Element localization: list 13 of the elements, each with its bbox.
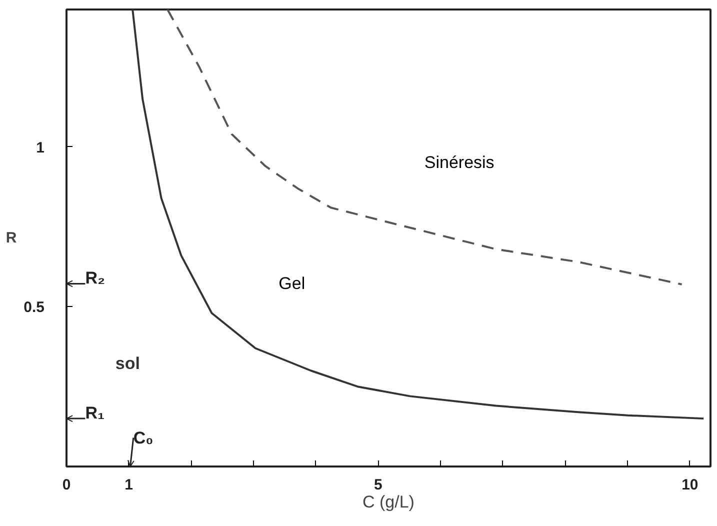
annotation: C₀	[133, 428, 154, 448]
annotation: sol	[115, 354, 140, 374]
annotation: Sinéresis	[424, 153, 494, 172]
x-tick-label: 0	[62, 476, 71, 494]
y-tick-label: 0.5	[24, 299, 45, 316]
annotation: Gel	[278, 274, 306, 294]
x-tick-label: 10	[682, 476, 698, 494]
x-tick-label: 5	[374, 476, 382, 494]
annotation: R₁	[85, 404, 105, 423]
x-axis-title: C (g/L)	[362, 492, 414, 512]
annotation: R₂	[85, 268, 106, 288]
y-axis-title: R	[6, 230, 17, 246]
x-tick-label: 1	[124, 476, 134, 494]
